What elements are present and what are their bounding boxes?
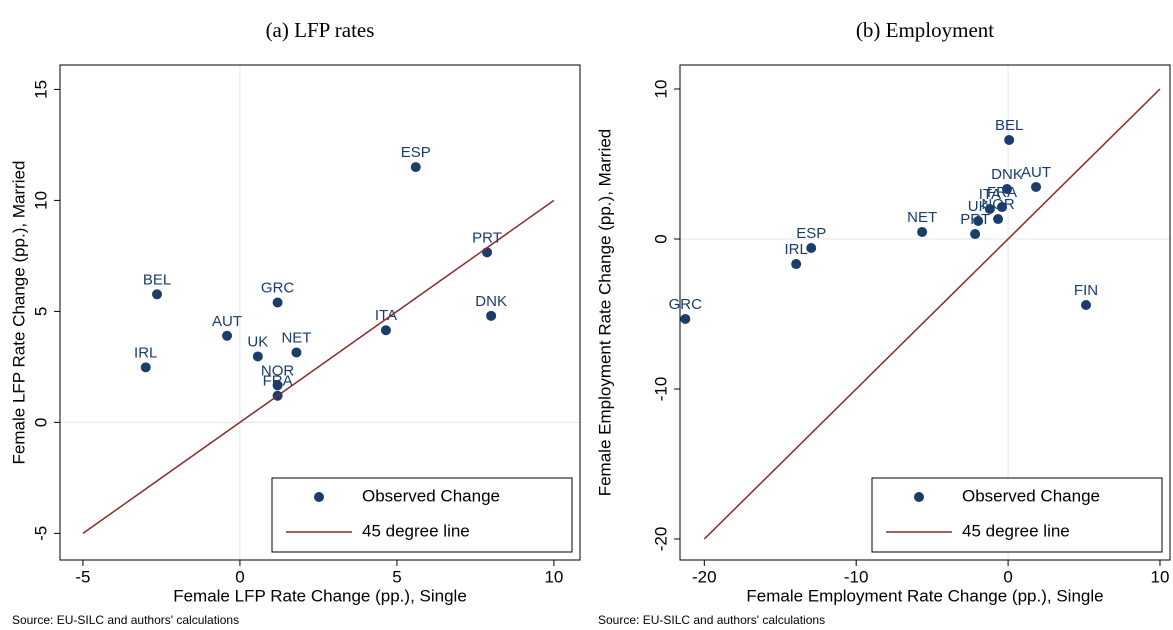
point: [272, 297, 283, 308]
y-tick-label: -10: [651, 377, 670, 402]
point: [486, 310, 497, 321]
point-label: BEL: [143, 271, 171, 288]
x-tick-label: 10: [1151, 567, 1170, 586]
point-label: GRC: [669, 296, 703, 313]
point: [252, 351, 263, 362]
point-label: NET: [281, 329, 311, 346]
point-label: NOR: [261, 362, 295, 379]
point-label: FRA: [987, 184, 1017, 201]
y-tick-label: -5: [31, 526, 50, 541]
point-label: ESP: [401, 144, 431, 161]
point-label: NOR: [981, 196, 1015, 213]
chart-title: (b) Employment: [856, 18, 994, 42]
point: [482, 247, 493, 258]
point: [291, 347, 302, 358]
point: [380, 325, 391, 336]
diagonal-line: [82, 199, 555, 534]
point: [1002, 184, 1013, 195]
point-label: PRT: [960, 211, 990, 228]
x-tick-label: -20: [692, 567, 717, 586]
legend-marker: [314, 492, 324, 502]
legend-label: Observed Change: [362, 486, 500, 505]
point: [1004, 135, 1015, 145]
source-note: Source: EU-SILC and authors' calculation…: [12, 613, 239, 627]
y-axis-label: Female LFP Rate Change (pp.), Married: [9, 161, 28, 465]
point-label: UK: [247, 333, 268, 350]
point: [997, 202, 1008, 213]
point: [1031, 181, 1042, 192]
point-label: AUT: [212, 313, 242, 330]
y-tick-label: 0: [651, 234, 670, 243]
legend-box: [271, 477, 573, 553]
point-label: IRL: [785, 241, 808, 258]
point: [984, 204, 995, 214]
y-tick-label: 10: [31, 191, 50, 210]
diagonal-line: [703, 88, 1161, 540]
point: [973, 216, 984, 226]
point: [222, 330, 233, 341]
point: [410, 162, 421, 173]
point-label: DNK: [991, 166, 1023, 183]
legend-box: [871, 477, 1163, 553]
y-tick-label: -20: [651, 527, 670, 552]
point-label: NET: [907, 209, 937, 226]
point-label: IRL: [134, 344, 157, 361]
point-label: ITA: [375, 307, 397, 324]
plot-frame: [679, 64, 1171, 561]
y-tick-label: 0: [31, 418, 50, 427]
point: [1081, 300, 1092, 310]
y-tick-label: 10: [651, 80, 670, 99]
y-axis-label: Female Employment Rate Change (pp.), Mar…: [595, 129, 614, 497]
point: [152, 289, 163, 300]
x-tick-label: 10: [544, 567, 563, 586]
y-tick-label: 15: [31, 80, 50, 99]
x-axis-label: Female LFP Rate Change (pp.), Single: [173, 586, 467, 605]
point-label: GRC: [261, 279, 295, 296]
point-label: FIN: [1074, 282, 1098, 299]
point-label: UK: [968, 198, 989, 215]
point: [917, 226, 928, 237]
point: [680, 313, 691, 324]
x-tick-label: 5: [392, 567, 401, 586]
legend-label: 45 degree line: [362, 521, 470, 540]
chart-title: (a) LFP rates: [266, 18, 375, 42]
legend-label: 45 degree line: [962, 521, 1070, 540]
plot-frame: [59, 64, 581, 561]
y-tick-label: 5: [31, 307, 50, 316]
point: [970, 229, 981, 240]
point-label: AUT: [1021, 164, 1051, 181]
point-label: ESP: [796, 225, 826, 242]
point: [272, 380, 283, 391]
point-label: DNK: [475, 293, 507, 310]
point: [140, 362, 151, 373]
point-label: PRT: [472, 229, 502, 246]
x-tick-label: -5: [75, 567, 90, 586]
legend-label: Observed Change: [962, 486, 1100, 505]
point: [806, 243, 817, 253]
point: [993, 214, 1004, 225]
legend-marker: [914, 492, 924, 502]
x-tick-label: 0: [235, 567, 244, 586]
point-label: FRA: [263, 373, 293, 390]
x-axis-label: Female Employment Rate Change (pp.), Sin…: [746, 586, 1103, 605]
point-label: BEL: [995, 117, 1023, 134]
source-note: Source: EU-SILC and authors' calculation…: [598, 613, 825, 627]
x-tick-label: 0: [1003, 567, 1012, 586]
x-tick-label: -10: [844, 567, 869, 586]
point: [791, 259, 802, 270]
point-label: ITA: [979, 186, 1001, 203]
